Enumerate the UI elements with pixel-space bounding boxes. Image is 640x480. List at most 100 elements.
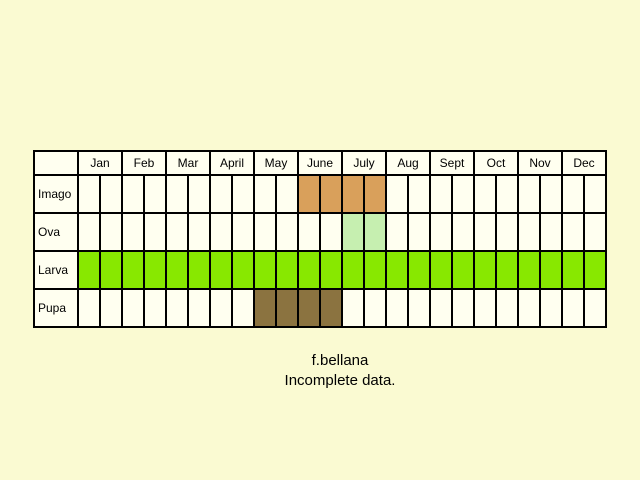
cell-ova-6 — [188, 213, 210, 251]
month-label-sept: Sept — [440, 156, 465, 170]
cell-imago-24 — [584, 175, 606, 213]
cell-imago-6 — [188, 175, 210, 213]
cell-larva-12 — [320, 251, 342, 289]
month-label-feb: Feb — [134, 156, 155, 170]
cell-ova-9 — [254, 213, 276, 251]
cell-pupa-10 — [276, 289, 298, 327]
cell-larva-8 — [232, 251, 254, 289]
cell-ova-1 — [78, 213, 100, 251]
cell-imago-8 — [232, 175, 254, 213]
stage-label-pupa: Pupa — [38, 301, 66, 315]
cell-ova-22 — [540, 213, 562, 251]
month-label-july: July — [353, 156, 374, 170]
cell-ova-5 — [166, 213, 188, 251]
cell-imago-18 — [452, 175, 474, 213]
cell-pupa-24 — [584, 289, 606, 327]
cell-imago-10 — [276, 175, 298, 213]
cell-imago-14 — [364, 175, 386, 213]
cell-larva-23 — [562, 251, 584, 289]
cell-pupa-14 — [364, 289, 386, 327]
cell-ova-19 — [474, 213, 496, 251]
cell-larva-13 — [342, 251, 364, 289]
cell-imago-5 — [166, 175, 188, 213]
cell-pupa-23 — [562, 289, 584, 327]
cell-larva-4 — [144, 251, 166, 289]
cell-pupa-13 — [342, 289, 364, 327]
cell-pupa-9 — [254, 289, 276, 327]
cell-imago-1 — [78, 175, 100, 213]
cell-ova-8 — [232, 213, 254, 251]
cell-imago-16 — [408, 175, 430, 213]
cell-larva-11 — [298, 251, 320, 289]
cell-pupa-17 — [430, 289, 452, 327]
cell-larva-17 — [430, 251, 452, 289]
cell-pupa-12 — [320, 289, 342, 327]
cell-larva-14 — [364, 251, 386, 289]
cell-imago-4 — [144, 175, 166, 213]
cell-pupa-11 — [298, 289, 320, 327]
cell-larva-5 — [166, 251, 188, 289]
month-label-oct: Oct — [487, 156, 506, 170]
stage-label-imago: Imago — [38, 187, 72, 201]
cell-imago-15 — [386, 175, 408, 213]
month-label-april: April — [220, 156, 244, 170]
cell-larva-20 — [496, 251, 518, 289]
cell-ova-18 — [452, 213, 474, 251]
cell-pupa-1 — [78, 289, 100, 327]
cell-imago-20 — [496, 175, 518, 213]
month-label-june: June — [307, 156, 333, 170]
cell-imago-2 — [100, 175, 122, 213]
cell-pupa-8 — [232, 289, 254, 327]
cell-ova-3 — [122, 213, 144, 251]
cell-ova-16 — [408, 213, 430, 251]
cell-pupa-2 — [100, 289, 122, 327]
species-name: f.bellana — [311, 352, 369, 369]
cell-larva-21 — [518, 251, 540, 289]
cell-ova-17 — [430, 213, 452, 251]
cell-pupa-21 — [518, 289, 540, 327]
cell-larva-24 — [584, 251, 606, 289]
cell-pupa-6 — [188, 289, 210, 327]
cell-pupa-20 — [496, 289, 518, 327]
month-label-mar: Mar — [178, 156, 199, 170]
cell-larva-22 — [540, 251, 562, 289]
cell-ova-13 — [342, 213, 364, 251]
cell-imago-23 — [562, 175, 584, 213]
cell-pupa-5 — [166, 289, 188, 327]
cell-larva-2 — [100, 251, 122, 289]
cell-imago-7 — [210, 175, 232, 213]
cell-imago-21 — [518, 175, 540, 213]
cell-ova-23 — [562, 213, 584, 251]
cell-pupa-19 — [474, 289, 496, 327]
month-label-may: May — [265, 156, 288, 170]
cell-imago-17 — [430, 175, 452, 213]
cell-imago-19 — [474, 175, 496, 213]
cell-larva-9 — [254, 251, 276, 289]
cell-larva-7 — [210, 251, 232, 289]
cell-larva-1 — [78, 251, 100, 289]
month-label-dec: Dec — [573, 156, 594, 170]
cell-pupa-15 — [386, 289, 408, 327]
cell-ova-24 — [584, 213, 606, 251]
cell-larva-3 — [122, 251, 144, 289]
cell-ova-4 — [144, 213, 166, 251]
cell-ova-7 — [210, 213, 232, 251]
cell-imago-11 — [298, 175, 320, 213]
cell-ova-10 — [276, 213, 298, 251]
cell-ova-14 — [364, 213, 386, 251]
cell-ova-2 — [100, 213, 122, 251]
cell-imago-9 — [254, 175, 276, 213]
month-label-aug: Aug — [397, 156, 418, 170]
cell-larva-19 — [474, 251, 496, 289]
cell-imago-3 — [122, 175, 144, 213]
cell-larva-10 — [276, 251, 298, 289]
cell-pupa-3 — [122, 289, 144, 327]
data-note: Incomplete data. — [284, 372, 396, 389]
cell-pupa-18 — [452, 289, 474, 327]
stage-label-larva: Larva — [38, 263, 68, 277]
cell-larva-6 — [188, 251, 210, 289]
cell-imago-13 — [342, 175, 364, 213]
cell-pupa-22 — [540, 289, 562, 327]
cell-pupa-7 — [210, 289, 232, 327]
